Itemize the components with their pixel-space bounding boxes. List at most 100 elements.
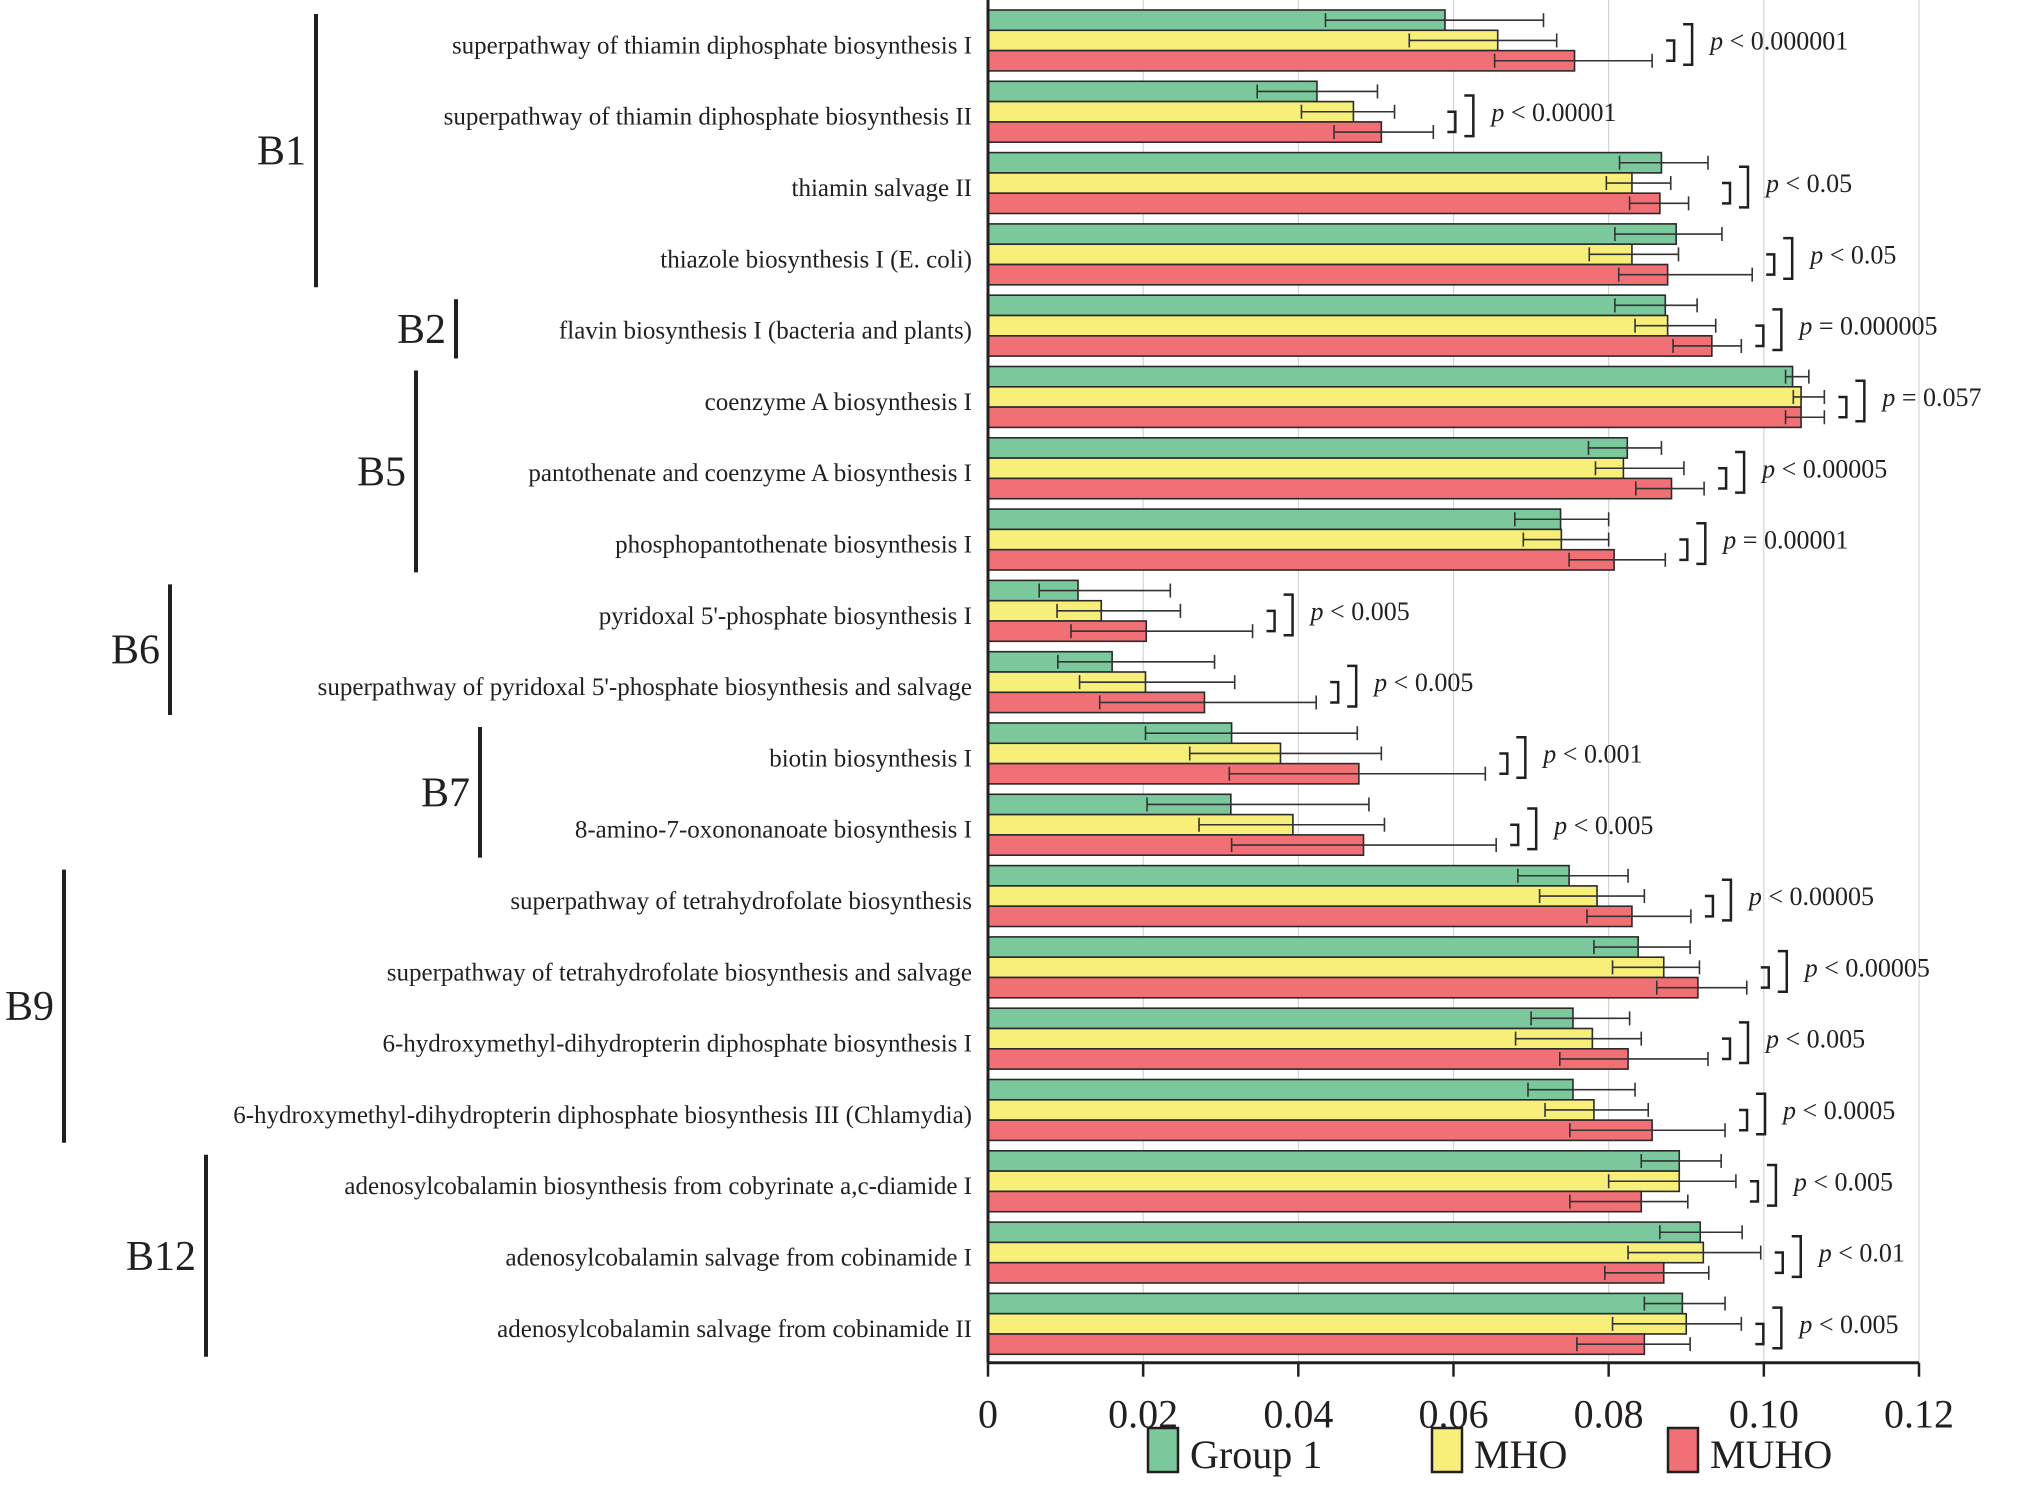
legend-label: Group 1 xyxy=(1190,1432,1322,1477)
category-label: 8-amino-7-oxononanoate biosynthesis I xyxy=(575,817,972,844)
significance-bracket xyxy=(1738,1021,1750,1065)
p-value-label: p = 0.057 xyxy=(1880,383,1981,412)
bar-muho xyxy=(987,1333,1646,1356)
p-symbol: p xyxy=(1808,240,1823,269)
significance-bracket xyxy=(1666,39,1676,62)
p-value-label: p < 0.000001 xyxy=(1708,26,1848,55)
legend: Group 1 MHO MUHO xyxy=(1146,1426,1832,1477)
significance-bracket xyxy=(1266,609,1276,633)
bar-mho xyxy=(987,314,1669,337)
vitamin-group-labels: B1 B2 B5 B6 B7 B9 B12 xyxy=(5,14,482,1357)
significance-bracket xyxy=(1774,1251,1784,1275)
category-label: superpathway of thiamin diphosphate bios… xyxy=(444,104,972,131)
p-symbol: p xyxy=(1552,811,1567,840)
category-label: coenzyme A biosynthesis I xyxy=(705,389,972,416)
legend-swatch xyxy=(1146,1426,1180,1474)
bar-muho xyxy=(987,406,1802,429)
vitamin-group-label: B9 xyxy=(5,984,54,1030)
bar-group-1 xyxy=(987,936,1639,959)
bar-group-1 xyxy=(987,1150,1681,1172)
vitamin-group-label: B2 xyxy=(397,307,446,353)
p-value: < 0.001 xyxy=(1556,739,1642,768)
significance-bracket xyxy=(1739,1108,1749,1132)
p-value: < 0.005 xyxy=(1812,1310,1898,1339)
bar-muho xyxy=(987,192,1661,215)
significance-bracket xyxy=(1696,522,1707,566)
significance-bracket xyxy=(1721,878,1733,922)
category-label: pyridoxal 5'-phosphate biosynthesis I xyxy=(599,603,972,630)
p-value-label: p < 0.00005 xyxy=(1747,882,1874,911)
category-label: phosphopantothenate biosynthesis I xyxy=(615,531,972,558)
p-value: = 0.00001 xyxy=(1736,526,1848,555)
category-label: adenosylcobalamin salvage from cobinamid… xyxy=(497,1316,972,1343)
significance-bracket xyxy=(1791,1235,1802,1279)
bar-mho xyxy=(987,1099,1595,1121)
vitamin-group-label: B7 xyxy=(421,770,470,816)
category-label: superpathway of thiamin diphosphate bios… xyxy=(452,32,972,59)
significance-bracket xyxy=(1499,752,1509,775)
bar-muho xyxy=(987,263,1669,286)
p-value: < 0.005 xyxy=(1324,597,1410,626)
p-value: < 0.000001 xyxy=(1723,26,1848,55)
bar-group-1 xyxy=(987,1078,1574,1101)
significance-bracket xyxy=(1783,236,1794,280)
p-symbol: p xyxy=(1372,668,1387,697)
significance-bracket xyxy=(1772,308,1783,352)
bar-group-1 xyxy=(987,151,1663,174)
p-symbol: p xyxy=(1797,1310,1812,1339)
p-value-label: p < 0.00005 xyxy=(1803,953,1930,982)
x-axis: 0 0.02 0.04 0.06 0.08 0.10 0.12 xyxy=(978,0,1954,1437)
significance-bracket xyxy=(1283,593,1294,637)
p-symbol: p xyxy=(1764,1025,1779,1054)
p-symbol: p xyxy=(1541,739,1556,768)
p-value-label: p = 0.00001 xyxy=(1721,526,1848,555)
significance-bracket xyxy=(1347,664,1358,708)
legend-label: MUHO xyxy=(1710,1432,1832,1477)
significance-bracket xyxy=(1704,894,1715,918)
category-label: biotin biosynthesis I xyxy=(769,745,972,772)
significance-bracket xyxy=(1766,1163,1778,1207)
significance-bracket xyxy=(1755,324,1765,348)
significance-bracket xyxy=(1755,1322,1765,1346)
bar-mho xyxy=(987,885,1598,908)
bar-mho xyxy=(987,1312,1688,1335)
bar-mho xyxy=(987,1241,1705,1264)
p-value-label: p < 0.001 xyxy=(1541,739,1642,768)
p-symbol: p xyxy=(1880,383,1895,412)
p-value-label: p < 0.005 xyxy=(1372,668,1473,697)
x-tick-label: 0.12 xyxy=(1884,1392,1954,1437)
significance-bracket xyxy=(1749,1180,1760,1203)
significance-bracket xyxy=(1855,379,1866,423)
bar-mho xyxy=(987,1170,1681,1193)
bar-muho xyxy=(987,334,1713,357)
vitamin-group-label: B6 xyxy=(111,628,160,674)
legend-swatch xyxy=(1666,1426,1700,1474)
p-value: = 0.000005 xyxy=(1812,312,1937,341)
p-symbol: p xyxy=(1764,169,1779,198)
bar-muho xyxy=(987,1190,1643,1213)
significance-bracket xyxy=(1756,1092,1767,1136)
bar-mho xyxy=(987,243,1633,266)
bar-muho xyxy=(987,49,1576,72)
bar-group-1 xyxy=(987,1007,1574,1030)
bar-muho xyxy=(987,548,1615,571)
p-symbol: p xyxy=(1721,526,1736,555)
p-symbol: p xyxy=(1797,312,1812,341)
category-label: superpathway of pyridoxal 5'-phosphate b… xyxy=(318,674,972,701)
x-tick-label: 0.04 xyxy=(1263,1392,1333,1437)
p-value-label: p < 0.005 xyxy=(1797,1310,1898,1339)
bar-muho xyxy=(987,1048,1629,1070)
legend-swatch xyxy=(1430,1426,1464,1474)
p-symbol: p xyxy=(1803,953,1818,982)
p-symbol: p xyxy=(1309,597,1324,626)
p-value: = 0.057 xyxy=(1895,383,1981,412)
p-value: < 0.00005 xyxy=(1775,454,1887,483)
p-symbol: p xyxy=(1792,1167,1807,1196)
category-label: flavin biosynthesis I (bacteria and plan… xyxy=(559,318,972,345)
category-label: thiamin salvage II xyxy=(792,175,973,202)
bar-group-1 xyxy=(987,223,1677,245)
bar-muho xyxy=(987,121,1383,144)
bar-group-1 xyxy=(987,1292,1684,1315)
significance-bracket xyxy=(1527,807,1538,851)
